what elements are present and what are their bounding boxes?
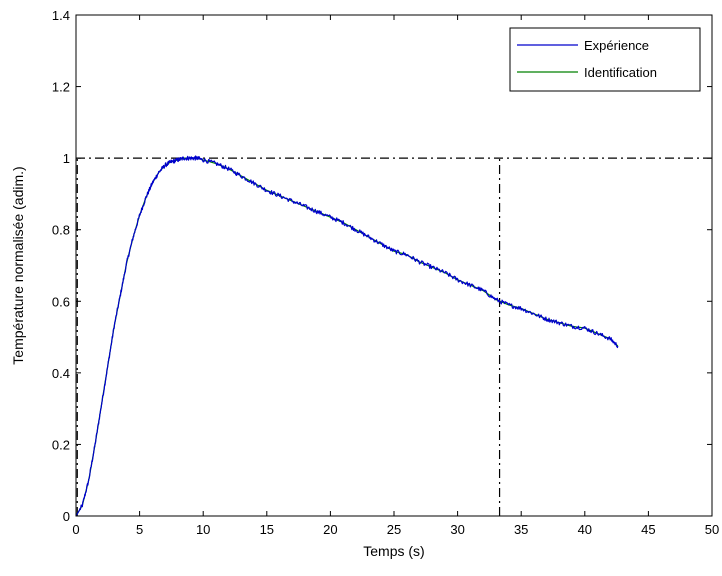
x-tick-label: 0 xyxy=(72,522,79,537)
legend-box xyxy=(509,27,701,92)
legend: Expérience Identification xyxy=(509,27,701,92)
y-tick-label: 0.6 xyxy=(52,294,70,309)
y-tick-label: 1.4 xyxy=(52,8,70,23)
x-tick-label: 45 xyxy=(641,522,655,537)
x-tick-label: 5 xyxy=(136,522,143,537)
x-tick-label: 20 xyxy=(323,522,337,537)
x-tick-label: 10 xyxy=(196,522,210,537)
plot-area xyxy=(75,14,713,517)
series-lines xyxy=(75,155,619,517)
y-tick-label: 0.4 xyxy=(52,366,70,381)
series-line-experience xyxy=(75,155,619,517)
axis-ticks: 0 5 10 15 20 25 30 35 40 45 50 0 0.2 0.4 0.6 0.8 1 1.2 1.4 xyxy=(52,8,719,537)
x-tick-label: 30 xyxy=(450,522,464,537)
y-tick-label: 1 xyxy=(63,151,70,166)
x-axis-label: Temps (s) xyxy=(363,543,424,559)
legend-label-experience: Expérience xyxy=(584,38,649,53)
y-tick-label: 0 xyxy=(63,509,70,524)
x-tick-label: 40 xyxy=(578,522,592,537)
reference-lines xyxy=(76,157,712,516)
x-tick-label: 35 xyxy=(514,522,528,537)
y-axis-label: Température normalisée (adim.) xyxy=(10,166,26,364)
x-tick-label: 50 xyxy=(705,522,719,537)
legend-label-identification: Identification xyxy=(584,65,657,80)
y-tick-label: 0.2 xyxy=(52,437,70,452)
y-tick-label: 1.2 xyxy=(52,80,70,95)
x-tick-label: 15 xyxy=(260,522,274,537)
x-tick-label: 25 xyxy=(387,522,401,537)
y-tick-label: 0.8 xyxy=(52,223,70,238)
